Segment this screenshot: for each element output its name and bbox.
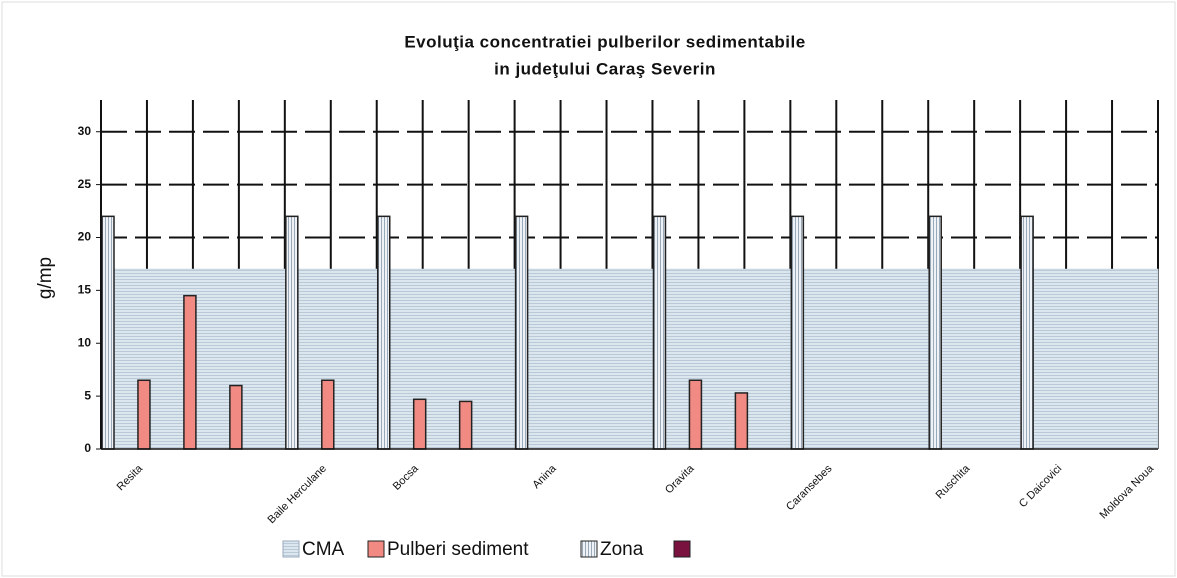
legend-label: Zona [600,539,644,560]
x-tick-label: Oravita [663,462,697,496]
y-tick-label: 10 [78,335,92,349]
y-axis-label: g/mp [35,257,56,299]
y-tick-label: 20 [78,230,92,244]
x-tick-label: Anina [530,462,559,491]
x-tick-label: Moldova Noua [1098,462,1157,521]
bar [376,215,391,450]
x-tick-label: Resita [115,462,146,493]
x-tick-label: C Daicovici [1017,463,1064,510]
bar [229,384,243,450]
legend-swatch [580,540,598,558]
x-tick-label: Ruschita [934,462,973,501]
bar [101,215,115,450]
y-tick-label: 0 [84,441,91,455]
bar [514,215,529,450]
legend-swatch [282,540,300,558]
bar [183,294,197,450]
bar [321,379,335,450]
bar [734,392,749,450]
legend-swatch [367,540,385,558]
bar [790,215,805,450]
legend: CMA Pulberi sediment Zona [282,539,691,560]
legend-label: Pulberi sediment [387,539,529,560]
x-tick-label: Caransebes [784,462,835,513]
bar [285,215,299,450]
bar [652,215,667,450]
area [100,268,1159,450]
bar [412,398,427,450]
bar [688,379,703,450]
x-tick-label: Baile Herculane [266,463,329,526]
bar [458,400,473,450]
bar [137,379,151,450]
chart-title: in judeţului Caraş Severin [494,59,716,78]
y-tick-label: 25 [78,177,92,191]
bar [928,215,942,450]
chart-title: Evoluţia concentratiei pulberilor sedime… [404,32,805,51]
legend-label: CMA [302,539,345,560]
legend-swatch [673,540,691,558]
bar [1020,215,1034,450]
y-tick-label: 15 [78,283,92,297]
x-tick-label: Bocsa [391,462,422,493]
y-tick-label: 30 [78,124,92,138]
y-tick-label: 5 [84,388,91,402]
